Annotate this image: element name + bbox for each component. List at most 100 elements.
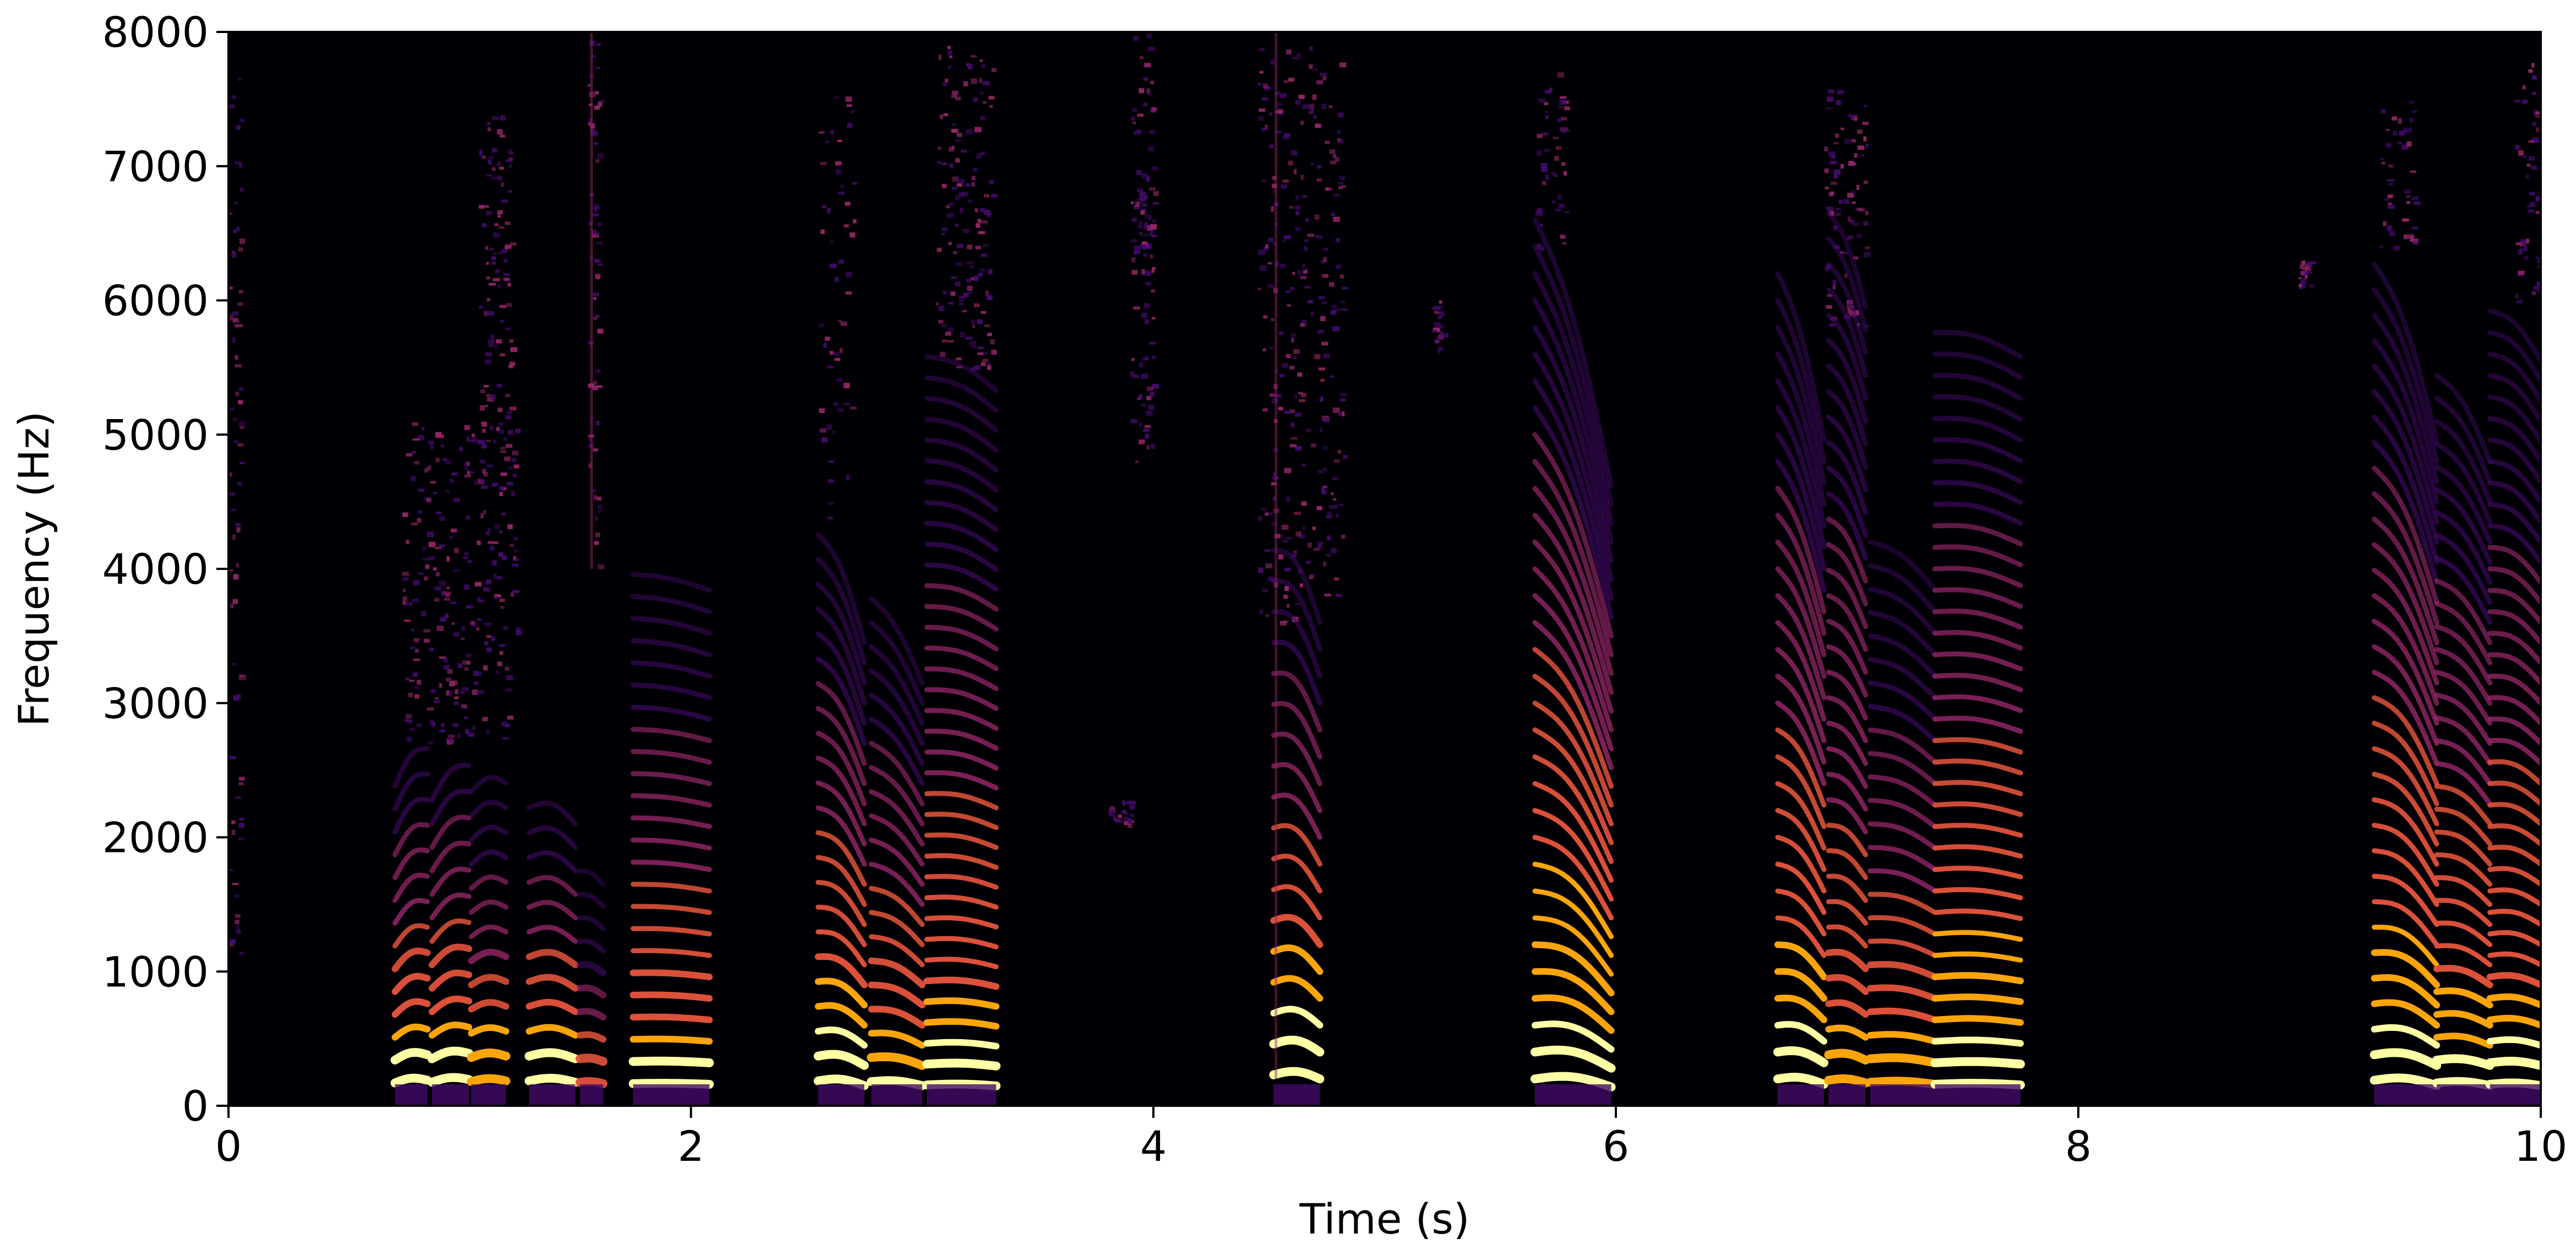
harmonic-line — [2487, 844, 2541, 867]
noise-cell — [2524, 246, 2528, 251]
noise-cell — [989, 180, 994, 184]
noise-cell — [238, 387, 244, 392]
noise-cell — [2305, 273, 2308, 279]
noise-cell — [513, 537, 519, 540]
harmonic-line — [1826, 618, 1869, 675]
noise-cell — [444, 591, 451, 595]
harmonic-line — [1825, 999, 1869, 1018]
harmonic-line — [1867, 751, 1938, 786]
noise-cell — [1316, 178, 1322, 182]
harmonic-line — [1773, 1073, 1828, 1089]
noise-cell — [1320, 316, 1326, 322]
noise-cell — [1257, 83, 1261, 86]
harmonic-line — [1775, 432, 1827, 572]
noise-cell — [2411, 226, 2419, 230]
noise-cell — [967, 285, 973, 291]
harmonic-line — [1867, 938, 1938, 958]
noise-cell — [231, 311, 238, 316]
noise-cell — [413, 638, 420, 643]
noise-cell — [435, 458, 440, 463]
noise-cell — [598, 508, 601, 514]
noise-cell — [951, 128, 958, 133]
noise-cell — [1847, 300, 1854, 305]
noise-cell — [424, 468, 428, 473]
harmonic-line — [869, 741, 925, 807]
noise-cell — [1298, 95, 1305, 99]
harmonic-line — [2434, 533, 2493, 605]
noise-cell — [449, 601, 457, 605]
noise-cell — [1142, 203, 1147, 207]
harmonic-line — [1532, 646, 1614, 789]
noise-cell — [978, 273, 983, 276]
harmonic-line — [1930, 1057, 2025, 1069]
noise-cell — [963, 81, 968, 86]
noise-cell — [980, 115, 985, 121]
noise-cell — [947, 50, 952, 56]
noise-cell — [1291, 338, 1294, 343]
noise-cell — [229, 868, 233, 872]
noise-cell — [1286, 354, 1291, 358]
noise-cell — [231, 95, 236, 99]
noise-cell — [498, 644, 505, 647]
noise-cell — [446, 690, 449, 696]
noise-cell — [1830, 191, 1834, 195]
harmonic-line — [1774, 941, 1827, 980]
noise-cell — [484, 404, 488, 408]
harmonic-line — [924, 770, 999, 791]
harmonic-line — [1866, 1077, 1940, 1089]
harmonic-line — [1826, 210, 1869, 310]
harmonic-line — [924, 562, 999, 592]
noise-cell — [1278, 332, 1284, 335]
noise-cell — [1833, 173, 1838, 179]
noise-cell — [1272, 242, 1277, 246]
harmonic-line — [1824, 1048, 1870, 1065]
harmonic-line — [2434, 829, 2493, 867]
noise-cell — [1316, 80, 1324, 85]
noise-cell — [484, 641, 488, 645]
noise-cell — [237, 482, 242, 486]
noise-cell — [1833, 142, 1839, 144]
noise-cell — [2410, 118, 2414, 122]
noise-cell — [2535, 112, 2541, 118]
harmonic-line — [2487, 631, 2541, 666]
noise-cell — [1833, 245, 1840, 249]
noise-cell — [1339, 274, 1344, 279]
harmonic-line — [1932, 394, 2023, 422]
noise-cell — [1847, 308, 1851, 314]
noise-cell — [983, 194, 990, 198]
harmonic-line — [923, 976, 1000, 990]
harmonic-line — [1775, 271, 1827, 443]
noise-cell — [1265, 512, 1272, 515]
noise-cell — [830, 130, 834, 135]
noise-cell — [838, 259, 844, 264]
noise-cell — [494, 594, 502, 598]
harmonic-line — [468, 999, 509, 1013]
harmonic-line — [467, 1074, 510, 1086]
noise-cell — [1327, 512, 1333, 516]
noise-cell — [2535, 211, 2541, 214]
noise-cell — [2536, 281, 2541, 286]
harmonic-line — [392, 822, 430, 857]
noise-cell — [983, 81, 990, 85]
noise-cell — [1338, 112, 1344, 117]
noise-cell — [980, 208, 985, 212]
harmonic-line — [577, 892, 606, 909]
noise-cell — [971, 78, 977, 84]
noise-cell — [487, 298, 491, 302]
noise-cell — [417, 434, 424, 441]
low-frequency-band — [633, 1084, 710, 1106]
noise-cell — [1292, 271, 1295, 275]
harmonic-line — [630, 793, 712, 808]
noise-cell — [1135, 460, 1139, 464]
harmonic-line — [2372, 389, 2439, 545]
harmonic-line — [1826, 899, 1869, 926]
noise-cell — [413, 580, 420, 585]
harmonic-line — [924, 645, 999, 671]
harmonic-line — [2372, 287, 2439, 464]
noise-cell — [1840, 164, 1844, 169]
noise-cell — [991, 193, 998, 198]
noise-cell — [974, 127, 982, 133]
noise-cell — [2389, 231, 2395, 236]
harmonic-line — [392, 771, 430, 812]
noise-cell — [956, 244, 964, 248]
